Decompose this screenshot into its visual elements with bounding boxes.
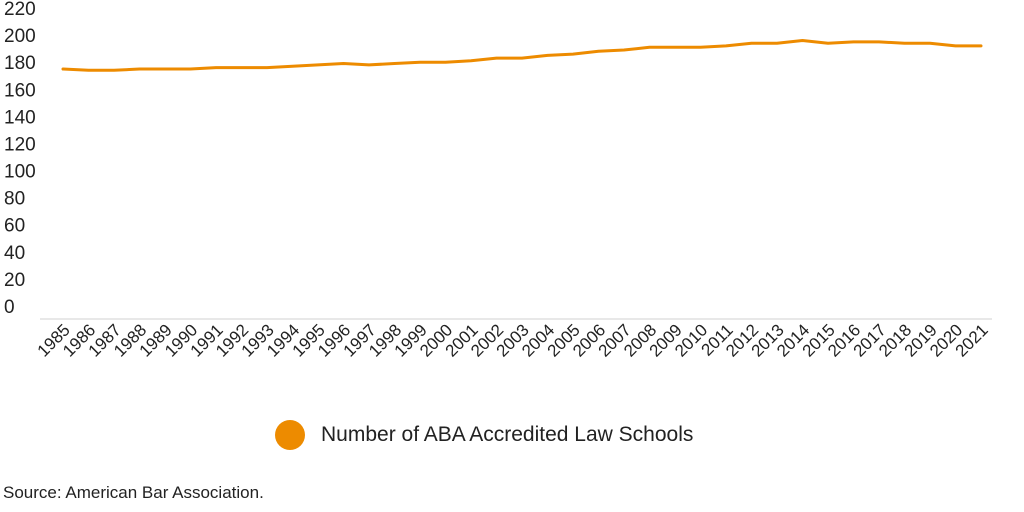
legend: Number of ABA Accredited Law Schools [275,419,693,451]
y-tick-label: 0 [4,297,15,318]
y-tick-label: 80 [4,189,25,210]
y-axis-ticks: 0 20 40 60 80 100 120 140 160 180 200 220 [4,0,36,318]
y-tick-label: 40 [4,243,25,264]
legend-swatch [275,420,305,450]
y-tick-label: 200 [4,26,36,47]
x-axis-ticks: 1985198619871988198919901991199219931994… [34,320,992,360]
legend-label: Number of ABA Accredited Law Schools [321,423,694,446]
y-tick-label: 60 [4,216,25,237]
y-tick-label: 120 [4,134,36,155]
y-tick-label: 160 [4,80,36,101]
source-note: Source: American Bar Association. [3,483,264,502]
series-group [61,39,983,72]
y-tick-label: 140 [4,107,36,128]
y-tick-label: 220 [4,0,36,20]
y-tick-label: 100 [4,162,36,183]
y-tick-label: 180 [4,53,36,74]
series-line [61,39,983,72]
y-tick-label: 20 [4,270,25,291]
line-chart: 0 20 40 60 80 100 120 140 160 180 200 220 198519861… [4,0,992,361]
